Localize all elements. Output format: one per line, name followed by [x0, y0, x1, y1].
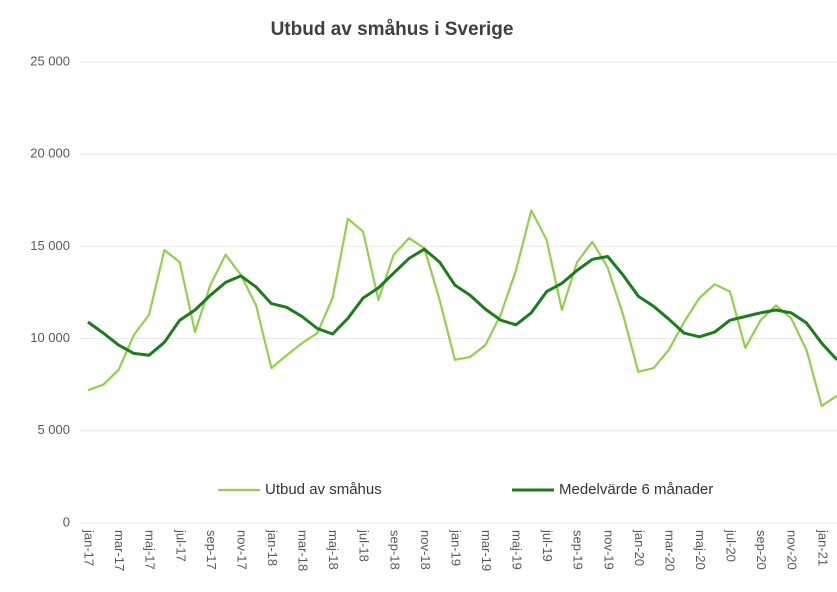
x-tick-label: maj-18 — [326, 530, 341, 570]
y-tick-label: 15 000 — [30, 238, 70, 253]
x-tick-label: sep-18 — [387, 530, 402, 570]
series-line — [87, 209, 837, 407]
x-tick-label: mar-19 — [479, 530, 494, 571]
chart-title: Utbud av småhus i Sverige — [271, 19, 514, 40]
x-tick-label: maj-17 — [143, 530, 158, 570]
y-tick-label: 25 000 — [30, 53, 70, 68]
x-tick-label: maj-19 — [510, 530, 525, 570]
x-tick-label: sep-17 — [204, 530, 219, 570]
x-tick-label: nov-19 — [601, 530, 616, 570]
x-tick-label: jul-20 — [724, 529, 739, 562]
x-tick-label: sep-19 — [571, 530, 586, 570]
x-tick-label: jul-19 — [540, 529, 555, 562]
x-tick-label: jul-17 — [173, 529, 188, 562]
x-tick-label: jan-17 — [82, 529, 97, 566]
x-tick-label: jan-21 — [815, 529, 830, 566]
x-tick-label: jan-18 — [265, 529, 280, 566]
y-tick-label: 10 000 — [30, 330, 70, 345]
x-tick-label: nov-18 — [418, 530, 433, 570]
x-tick-label: mar-20 — [662, 530, 677, 571]
legend-label: Utbud av småhus — [265, 481, 382, 498]
x-tick-label: sep-20 — [754, 530, 769, 570]
y-tick-label: 20 000 — [30, 146, 70, 161]
x-tick-label: jan-20 — [632, 529, 647, 566]
x-tick-label: nov-17 — [234, 530, 249, 570]
x-tick-label: mar-17 — [112, 530, 127, 571]
series-line — [87, 247, 837, 361]
x-tick-label: nov-20 — [785, 530, 800, 570]
y-tick-label: 5 000 — [37, 422, 70, 437]
x-tick-label: jan-19 — [448, 529, 463, 566]
x-tick-label: maj-20 — [693, 530, 708, 570]
y-tick-label: 0 — [63, 514, 70, 529]
legend-label: Medelvärde 6 månader — [559, 481, 713, 498]
x-tick-label: jul-18 — [357, 529, 372, 562]
x-tick-label: mar-18 — [296, 530, 311, 571]
